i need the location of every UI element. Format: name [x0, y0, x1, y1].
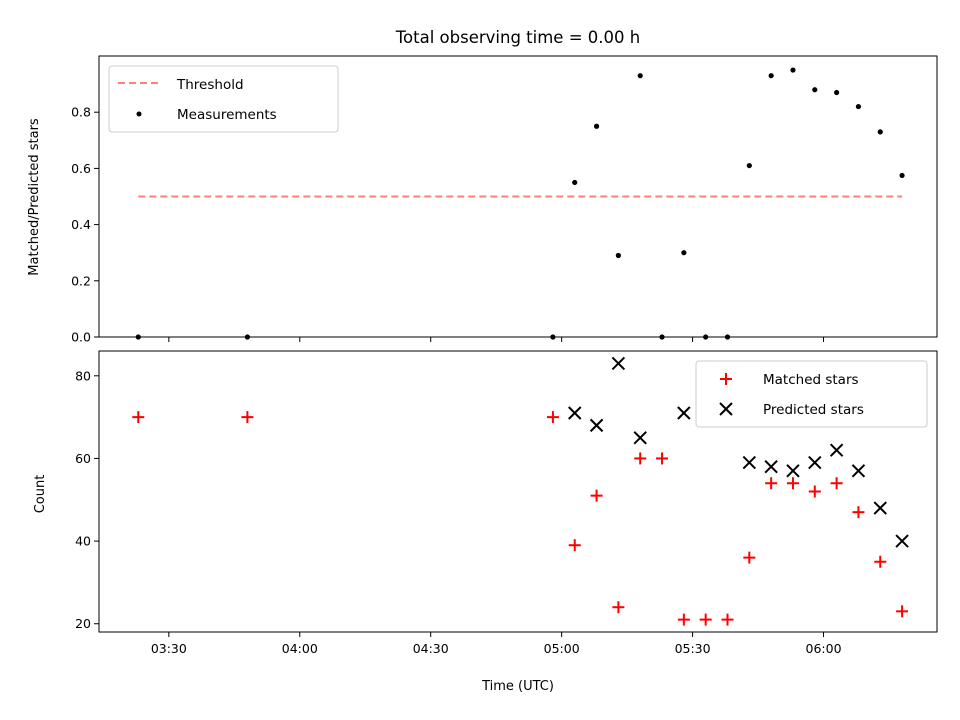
measurement-point: [899, 172, 905, 179]
bottom-x-tick-label: 06:00: [806, 641, 842, 656]
matched-star-point: [656, 452, 669, 465]
chart-title: Total observing time = 0.00 h: [395, 28, 640, 47]
legend-predicted-label: Predicted stars: [763, 402, 864, 418]
measurement-point: [637, 73, 643, 79]
legend-matched-label: Matched stars: [763, 372, 859, 388]
measurement-point: [834, 89, 840, 96]
measurement-point: [790, 67, 796, 73]
measurement-point: [812, 87, 818, 93]
predicted-star-point: [589, 418, 604, 433]
matched-star-point: [830, 477, 843, 490]
predicted-star-point: [808, 455, 822, 470]
predicted-star-point: [568, 406, 582, 420]
bottom-legend-box: [695, 360, 928, 428]
matched-star-point: [568, 539, 581, 552]
bottom-x-tick-label: 04:30: [413, 641, 449, 656]
measurement-point: [855, 103, 862, 110]
bottom-y-tick-label: 60: [75, 451, 91, 466]
top-legend-box: [108, 65, 339, 133]
predicted-star-point: [633, 431, 647, 445]
bottom-x-tick-label: 03:30: [151, 641, 187, 656]
bottom-y-axis-label: Count: [33, 475, 48, 514]
measurement-point: [593, 123, 600, 129]
bottom-x-tick-label: 05:30: [675, 641, 711, 656]
matched-star-point: [743, 551, 756, 564]
top-axes-frame: [98, 55, 938, 338]
predicted-star-point: [895, 534, 909, 548]
top-legend: Threshold Measurements: [108, 65, 339, 133]
top-y-tick-label: 0.0: [71, 330, 91, 345]
matched-star-point: [786, 477, 799, 490]
matched-star-point: [808, 485, 821, 498]
measurement-point: [681, 250, 687, 256]
bottom-y-tick-label: 40: [75, 534, 91, 549]
matched-star-point: [896, 605, 909, 618]
top-measurement-points: [135, 67, 905, 340]
bottom-x-tick-label: 04:00: [282, 641, 318, 656]
legend-measurements-label: Measurements: [177, 107, 277, 123]
predicted-star-point: [873, 501, 887, 515]
bottom-y-ticks: 20 40 60 80: [75, 368, 99, 631]
predicted-star-point: [851, 464, 866, 478]
bottom-x-tick-label: 05:00: [544, 641, 580, 656]
matched-star-point: [590, 489, 603, 502]
predicted-star-point: [786, 464, 800, 478]
matched-star-point: [874, 555, 887, 568]
matched-star-point: [241, 411, 254, 424]
bottom-axes-frame: [98, 350, 938, 633]
measurement-point: [572, 179, 578, 186]
top-y-axis-label: Matched/Predicted stars: [27, 118, 42, 276]
bottom-y-tick-label: 20: [75, 616, 91, 631]
measurement-point: [877, 129, 883, 135]
legend-measurements-swatch: [136, 111, 142, 117]
top-y-tick-label: 0.2: [71, 273, 91, 288]
top-y-tick-label: 0.6: [71, 161, 91, 176]
matched-star-point: [612, 601, 625, 614]
matched-star-point: [634, 452, 647, 465]
top-y-ticks: 0.0 0.2 0.4 0.6 0.8: [71, 105, 99, 345]
matched-star-point: [852, 506, 865, 519]
legend-matched-swatch: [720, 373, 732, 385]
matched-star-point: [546, 411, 559, 424]
x-axis-label: Time (UTC): [481, 679, 554, 694]
top-y-tick-label: 0.8: [71, 105, 91, 120]
matched-star-point: [721, 613, 734, 626]
legend-predicted-swatch: [719, 402, 733, 416]
matched-star-point: [132, 411, 145, 424]
predicted-star-point: [611, 356, 626, 371]
matched-star-point: [765, 477, 778, 490]
bottom-legend: Matched stars Predicted stars: [695, 360, 928, 428]
measurement-point: [768, 73, 774, 79]
legend-threshold-label: Threshold: [176, 77, 244, 93]
top-y-tick-label: 0.4: [71, 217, 91, 232]
matched-star-point: [677, 613, 690, 626]
measurement-point: [746, 162, 752, 169]
matched-star-point: [699, 613, 712, 626]
predicted-star-point: [742, 455, 757, 470]
predicted-star-point: [677, 406, 691, 420]
predicted-star-point: [764, 459, 778, 474]
bottom-x-ticks: 03:30 04:00 04:30 05:00 05:30 06:00: [151, 632, 842, 656]
bottom-count-points: [132, 356, 909, 626]
top-x-ticks: [168, 337, 825, 342]
measurement-point: [615, 252, 621, 259]
top-panel: Total observing time = 0.00 h 0.00.20.40…: [27, 28, 938, 345]
predicted-star-point: [829, 443, 844, 457]
bottom-y-tick-label: 80: [75, 368, 91, 383]
